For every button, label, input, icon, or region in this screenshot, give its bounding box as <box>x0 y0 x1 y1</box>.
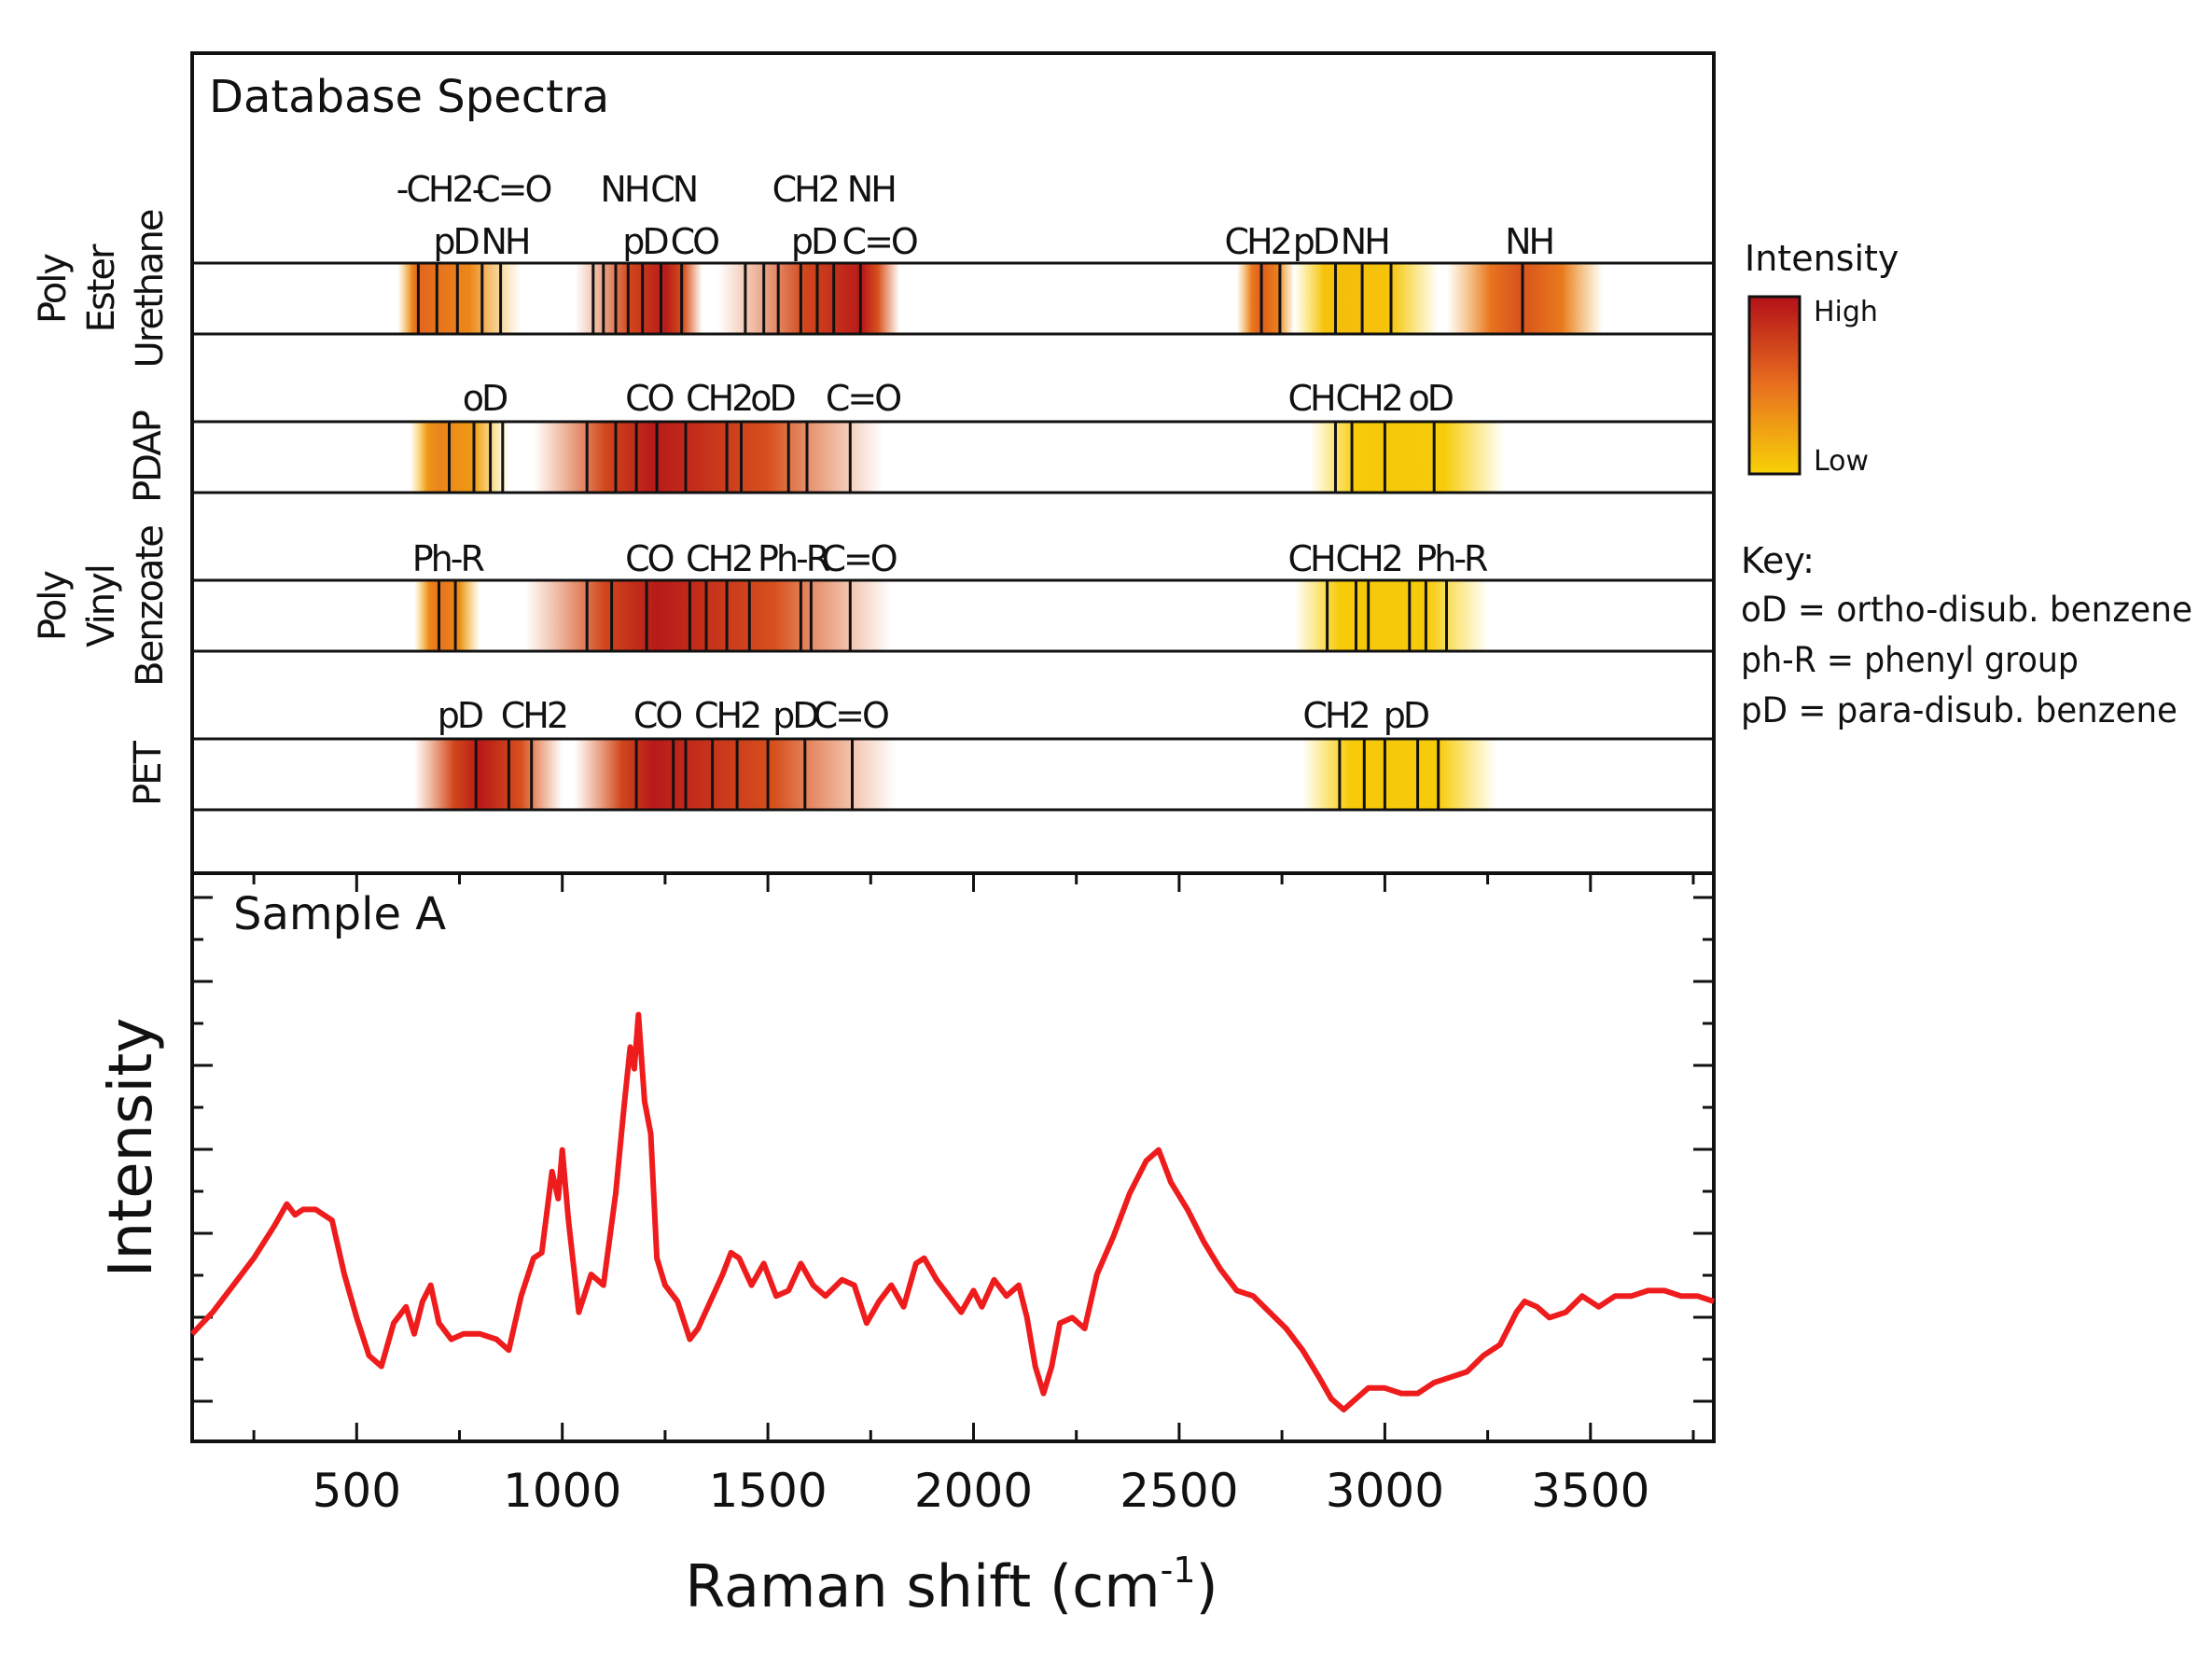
row-label: Poly <box>32 254 75 324</box>
row-label: PDAP <box>127 410 170 503</box>
band-label: pD <box>1384 695 1429 736</box>
x-tick-label: 1000 <box>503 1464 621 1518</box>
band-label: pD <box>622 221 668 262</box>
band-label: pD <box>791 221 837 262</box>
band-label: Ph-R <box>1415 538 1488 579</box>
band-label: C=O <box>821 538 896 579</box>
band-label: oD <box>1409 378 1454 419</box>
band-label: CO <box>633 695 682 736</box>
row-label: Urethane <box>129 210 172 368</box>
x-tick-label: 2000 <box>914 1464 1033 1518</box>
row-label: Benzoate <box>129 526 172 687</box>
x-axis-label: Raman shift (cm-1) <box>685 1550 1217 1620</box>
band-label: CH2 <box>686 538 751 579</box>
band-label: oD <box>463 378 508 419</box>
band-label: CH2 <box>1336 538 1401 579</box>
band-label: CN <box>650 169 696 210</box>
x-axis-label-suffix: ) <box>1196 1552 1218 1620</box>
spectrum-band <box>1294 580 1488 651</box>
colorbar-title: Intensity <box>1745 238 1899 279</box>
band-label: NH <box>600 169 647 210</box>
key-entry: pD = para-disub. benzene <box>1741 690 2177 730</box>
band-label: CH2 <box>1302 695 1368 736</box>
x-axis-label-text: Raman shift (cm <box>685 1552 1160 1620</box>
band-label: CH2 <box>501 695 566 736</box>
database-title: Database Spectra <box>209 71 609 123</box>
colorbar: Intensity High Low <box>1745 238 1899 478</box>
x-tick-label: 1500 <box>708 1464 827 1518</box>
x-tick-label: 500 <box>313 1464 401 1518</box>
spectrum-band <box>525 580 892 651</box>
band-label: NH <box>847 169 895 210</box>
band-label: C=O <box>814 695 888 736</box>
band-label: CH <box>1287 378 1333 419</box>
band-label: CH2 <box>686 378 751 419</box>
band-label: CO <box>671 221 719 262</box>
x-tick-label: 2500 <box>1120 1464 1238 1518</box>
band-label: NH <box>481 221 529 262</box>
sample-title: Sample A <box>233 888 446 940</box>
row-label: PET <box>127 741 170 806</box>
band-label: CH2 <box>1225 221 1290 262</box>
spectrum-band <box>533 422 883 493</box>
band-label: C=O <box>476 169 550 210</box>
band-label: CO <box>625 378 674 419</box>
spectrum-band <box>1236 263 1295 334</box>
axis-ticks <box>192 873 1714 1441</box>
spectrum-band <box>1302 739 1496 810</box>
band-label: Ph-R <box>758 538 830 579</box>
band-label: NH <box>1341 221 1388 262</box>
x-tick-labels: 500 1000 1500 2000 2500 3000 3500 <box>313 1464 1650 1518</box>
spectrum-band <box>718 263 900 334</box>
band-label: -CH2- <box>396 169 483 210</box>
band-label: CH2 <box>1336 378 1401 419</box>
x-axis-label-superscript: -1 <box>1161 1550 1196 1591</box>
band-label: CH2 <box>772 169 838 210</box>
band-label: oD <box>750 378 795 419</box>
band-label: NH <box>1505 221 1552 262</box>
row-label: Vinyl <box>80 565 123 647</box>
band-label: pD <box>433 221 479 262</box>
band-label: CH2 <box>694 695 759 736</box>
band-label: C=O <box>826 378 900 419</box>
key-title: Key: <box>1741 540 1815 581</box>
spectrum-band <box>1446 263 1603 334</box>
key-entry: ph-R = phenyl group <box>1741 640 2079 680</box>
x-tick-label: 3000 <box>1326 1464 1444 1518</box>
spectrum-band <box>397 263 522 334</box>
spectrum-band <box>410 422 509 493</box>
spectrum-band <box>414 580 480 651</box>
sample-spectrum-panel: Sample A 500 1000 1500 2000 2500 3000 3500 Int… <box>97 871 1716 1620</box>
colorbar-low-label: Low <box>1814 445 1869 478</box>
sample-spectrum-line <box>189 1011 1715 1412</box>
spectrum-band <box>1294 263 1439 334</box>
spectrum-band <box>1311 422 1505 493</box>
spectrum-band <box>414 739 563 810</box>
band-label: pD <box>438 695 483 736</box>
row-label: Poly <box>32 571 75 641</box>
band-label: CO <box>625 538 674 579</box>
colorbar-high-label: High <box>1814 296 1878 328</box>
spectrum-band <box>575 739 896 810</box>
band-label: C=O <box>842 221 917 262</box>
key-entry: oD = ortho-disub. benzene <box>1741 590 2192 630</box>
row-label: Ester <box>80 243 123 332</box>
y-axis-label: Intensity <box>97 1018 166 1278</box>
sample-panel-frame <box>190 871 1716 1443</box>
band-label: CH <box>1287 538 1333 579</box>
key-legend: Key: oD = ortho-disub. benzene ph-R = ph… <box>1741 540 2192 730</box>
colorbar-gradient <box>1747 295 1802 476</box>
band-label: pD <box>1293 221 1339 262</box>
band-label: Ph-R <box>412 538 485 579</box>
band-label: pD <box>772 695 818 736</box>
x-tick-label: 3500 <box>1531 1464 1649 1518</box>
